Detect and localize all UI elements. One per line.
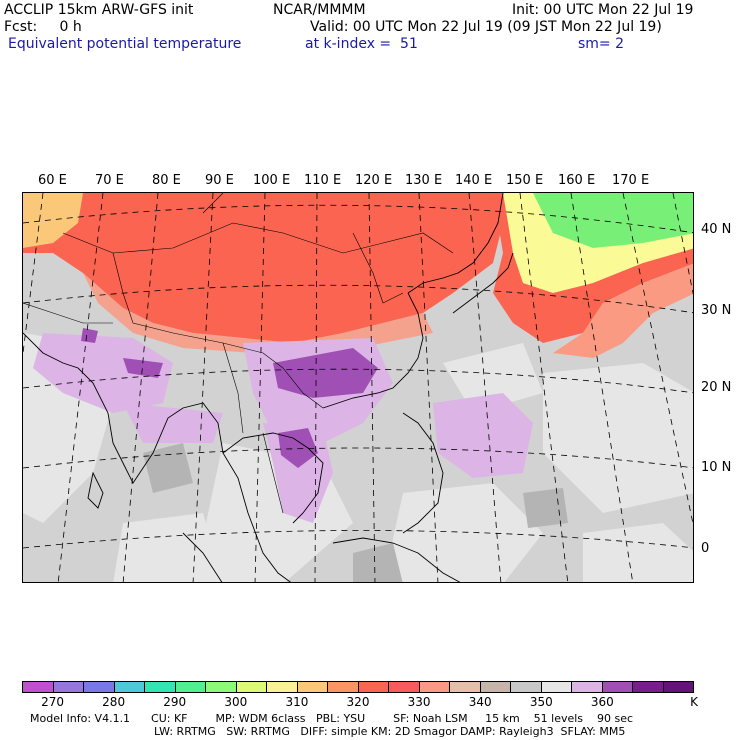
lon-label: 60 E [38, 173, 67, 188]
colorbar-swatch [602, 682, 633, 692]
smoothing-info: sm= 2 [578, 36, 625, 52]
colorbar-swatch [663, 682, 693, 692]
colorbar-swatch [53, 682, 84, 692]
colorbar-swatch [419, 682, 450, 692]
colorbar-tick-label: 330 [407, 695, 431, 709]
colorbar-swatch [206, 682, 237, 692]
colorbar-tick-label: 290 [163, 695, 187, 709]
coastlines [23, 193, 514, 582]
colorbar-swatch [633, 682, 664, 692]
graticule [23, 193, 693, 582]
colorbar-swatch [23, 682, 54, 692]
colorbar-swatch [175, 682, 206, 692]
colorbar-swatch [541, 682, 572, 692]
lon-label: 110 E [304, 173, 342, 188]
init-time: Init: 00 UTC Mon 22 Jul 19 [512, 2, 694, 18]
map-canvas [23, 193, 693, 582]
colorbar-tick-label: 280 [102, 695, 126, 709]
warm-airmass-region [23, 193, 503, 343]
model-info-line1: Model Info: V4.1.1 CU: KF MP: WDM 6class… [30, 712, 634, 725]
colorbar-swatch [267, 682, 298, 692]
colorbar-swatch [236, 682, 267, 692]
lat-label: 20 N [701, 380, 732, 395]
warm-airmass-edge [83, 273, 433, 355]
colorbar-tick-label: 350 [529, 695, 553, 709]
high-theta-e-regions [33, 328, 533, 523]
lon-label: 80 E [152, 173, 181, 188]
colorbar-tick-label: 310 [285, 695, 309, 709]
valid-time: Valid: 00 UTC Mon 22 Jul 19 (09 JST Mon … [310, 19, 662, 35]
colorbar-swatch [450, 682, 481, 692]
lat-label: 10 N [701, 460, 732, 475]
lon-label: 120 E [355, 173, 393, 188]
lon-label: 70 E [95, 173, 124, 188]
colorbar-swatch [511, 682, 542, 692]
lon-label: 150 E [506, 173, 544, 188]
lon-label: 140 E [455, 173, 493, 188]
lat-label: 0 [701, 541, 710, 556]
lon-label: 100 E [253, 173, 291, 188]
colorbar-swatch [328, 682, 359, 692]
colorbar-tick-label: 300 [224, 695, 248, 709]
lon-label: 130 E [405, 173, 443, 188]
level-info: at k-index = 51 [305, 36, 418, 52]
colorbar [22, 681, 694, 693]
colorbar-tick-label: 320 [346, 695, 370, 709]
country-borders [23, 193, 454, 514]
colorbar-swatch [572, 682, 603, 692]
colorbar-swatch [389, 682, 420, 692]
colorbar-swatch [480, 682, 511, 692]
colorbar-unit: K [690, 695, 698, 709]
colorbar-swatch [358, 682, 389, 692]
lon-label: 90 E [205, 173, 234, 188]
forecast-hour: Fcst: 0 h [4, 19, 82, 35]
field-name: Equivalent potential temperature [8, 36, 242, 52]
center-name: NCAR/MMMM [273, 2, 366, 18]
model-info-line2: LW: RRTMG SW: RRTMG DIFF: simple KM: 2D … [154, 725, 626, 738]
northwest-warm-patch [23, 193, 83, 248]
colorbar-swatch [297, 682, 328, 692]
colorbar-tick-label: 340 [468, 695, 492, 709]
colorbar-swatch [84, 682, 115, 692]
northeast-salmon-band [553, 263, 693, 358]
colorbar-tick-label: 270 [41, 695, 64, 709]
colorbar-tick-label: 360 [590, 695, 614, 709]
lat-label: 40 N [701, 222, 732, 237]
colorbar-swatch [114, 682, 145, 692]
colorbar-swatch [145, 682, 176, 692]
lat-label: 30 N [701, 303, 732, 318]
theta-e-map [22, 192, 694, 583]
lon-label: 170 E [612, 173, 650, 188]
model-title: ACCLIP 15km ARW-GFS init [4, 2, 194, 18]
lon-label: 160 E [558, 173, 596, 188]
